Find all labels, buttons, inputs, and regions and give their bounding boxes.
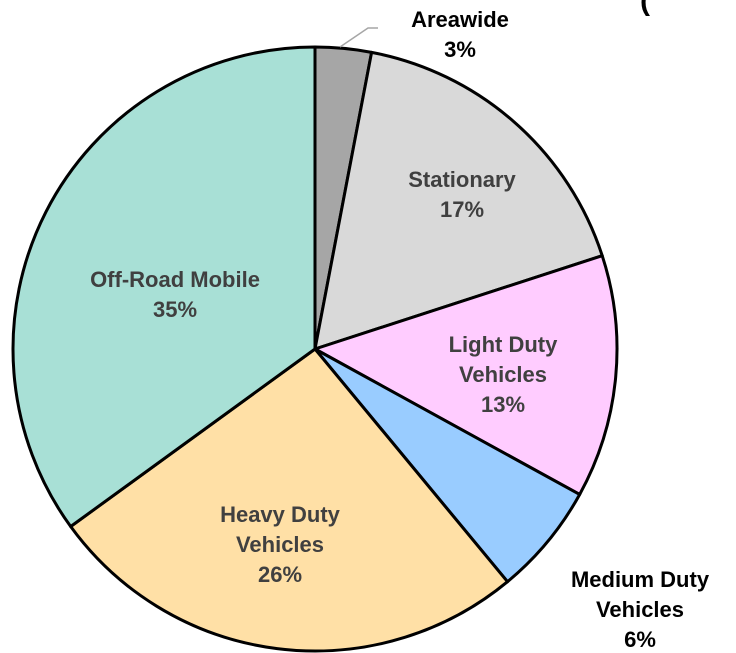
slice-name: Areawide (411, 7, 509, 32)
slice-percent: 6% (624, 627, 656, 652)
slice-percent: 35% (152, 297, 198, 322)
pie-slice (11, 45, 317, 529)
slice-label: Medium Duty Vehicles 6% (545, 565, 735, 653)
pie-slice (69, 347, 510, 653)
slice-name: Off-Road Mobile (90, 267, 260, 292)
slice-label: Stationary 17% (362, 165, 562, 225)
slice-name: Stationary (408, 167, 516, 192)
chart-title: ( (640, 0, 650, 17)
pie-slice (313, 254, 619, 496)
slice-percent: 13% (480, 392, 526, 417)
slice-percent: 3% (444, 37, 476, 62)
leader-line (339, 27, 378, 48)
pie-slice (313, 50, 604, 351)
slice-name: Light Duty Vehicles (448, 332, 558, 387)
slice-percent: 17% (439, 197, 485, 222)
slice-label: Heavy Duty Vehicles 26% (195, 500, 365, 590)
slice-name: Medium Duty Vehicles (570, 567, 710, 622)
slice-label: Light Duty Vehicles 13% (418, 330, 588, 420)
slice-label: Areawide 3% (360, 5, 560, 65)
slice-name: Heavy Duty Vehicles (220, 502, 340, 557)
slice-label: Off-Road Mobile 35% (60, 265, 290, 325)
slice-percent: 26% (257, 562, 303, 587)
